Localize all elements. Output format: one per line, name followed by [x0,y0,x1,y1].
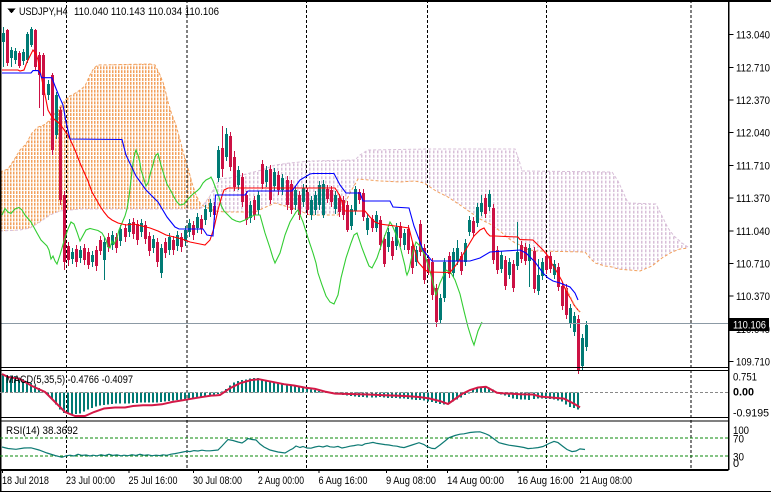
svg-text:30: 30 [733,451,744,463]
svg-text:25 Jul 16:00: 25 Jul 16:00 [129,475,178,487]
svg-text:110.710: 110.710 [736,259,770,271]
svg-text:MACD(5,35,5) -0.4766 -0.4097: MACD(5,35,5) -0.4766 -0.4097 [6,374,133,386]
svg-text:112.370: 112.370 [736,95,770,107]
svg-text:USDJPY,H4: USDJPY,H4 [19,6,68,18]
svg-text:9 Aug 08:00: 9 Aug 08:00 [386,475,436,487]
svg-text:110.040 110.143 110.034 110.10: 110.040 110.143 110.034 110.106 [74,6,219,18]
svg-text:110.370: 110.370 [736,291,770,303]
svg-text:70: 70 [733,433,744,445]
svg-text:113.040: 113.040 [736,30,770,42]
svg-text:2 Aug 00:00: 2 Aug 00:00 [258,475,304,487]
svg-text:0.751: 0.751 [733,372,757,384]
svg-text:111.370: 111.370 [736,193,770,205]
svg-text:6 Aug 16:00: 6 Aug 16:00 [319,475,368,487]
svg-text:18 Jul 2018: 18 Jul 2018 [2,475,49,487]
svg-text:0.00: 0.00 [733,387,754,399]
svg-text:100: 100 [733,425,749,437]
svg-text:14 Aug 00:00: 14 Aug 00:00 [447,475,504,487]
svg-text:16 Aug 16:00: 16 Aug 16:00 [518,475,574,487]
svg-text:109.710: 109.710 [736,357,770,369]
svg-text:21 Aug 08:00: 21 Aug 08:00 [580,475,632,487]
svg-text:111.040: 111.040 [736,226,770,238]
svg-text:0: 0 [733,458,739,470]
svg-text:30 Jul 08:00: 30 Jul 08:00 [193,475,242,487]
svg-text:112.710: 112.710 [736,62,770,74]
svg-text:112.040: 112.040 [736,128,770,140]
svg-text:-0.9195: -0.9195 [733,408,769,420]
svg-text:RSI(14) 38.3692: RSI(14) 38.3692 [6,425,78,437]
svg-text:111.710: 111.710 [736,160,770,172]
svg-text:23 Jul 00:00: 23 Jul 00:00 [66,475,115,487]
svg-text:110.106: 110.106 [733,320,766,332]
